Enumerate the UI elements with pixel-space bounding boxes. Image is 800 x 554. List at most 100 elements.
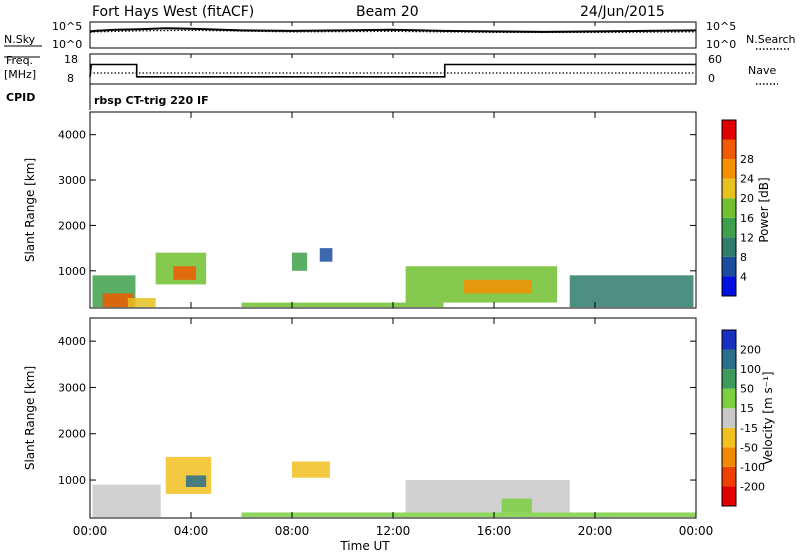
power-yticks: 1000 2000 3000 4000 bbox=[58, 129, 696, 278]
velocity-ylabel: Slant Range [km] bbox=[23, 366, 37, 470]
freq-label-line2: [MHz] bbox=[4, 68, 36, 81]
power-cbar-frame bbox=[721, 119, 737, 297]
velocity-cbar-swatch-2 bbox=[722, 447, 736, 467]
power-cbar-tick-4: 20 bbox=[740, 192, 754, 205]
power-ytick-label-3: 4000 bbox=[58, 129, 86, 142]
velocity-cbar-tick-4: -15 bbox=[740, 422, 758, 435]
power-cbar-swatch-4 bbox=[722, 198, 736, 218]
velocity-cbar-swatch-6 bbox=[722, 369, 736, 389]
power-cbar-tick-1: 8 bbox=[740, 251, 747, 264]
velocity-cbar-tick-1: 100 bbox=[740, 363, 761, 376]
velocity-cell-6 bbox=[501, 498, 532, 513]
freq-tick-bottom: 8 bbox=[67, 72, 74, 85]
power-cbar-swatch-6 bbox=[722, 159, 736, 179]
x-tick-label-4: 16:00 bbox=[477, 524, 512, 538]
velocity-cell-2 bbox=[185, 475, 207, 487]
power-cbar-tick-6: 28 bbox=[740, 153, 754, 166]
velocity-cell-4 bbox=[241, 512, 696, 518]
cpid-label: CPID bbox=[6, 91, 35, 104]
noise-series bbox=[89, 27, 697, 34]
velocity-cbar-tick-3: 15 bbox=[740, 402, 754, 415]
velocity-colorbar-label: Velocity [m s⁻¹] bbox=[761, 371, 775, 464]
power-cbar-swatch-3 bbox=[722, 217, 736, 238]
freq-series bbox=[89, 63, 696, 78]
nave-tick-bottom: 0 bbox=[708, 72, 715, 85]
power-cell-10 bbox=[569, 275, 694, 308]
time-axis-label: Time UT bbox=[339, 539, 390, 553]
power-colorbar-label: Power [dB] bbox=[757, 177, 771, 242]
velocity-cbar-tick-0: 200 bbox=[740, 344, 761, 357]
velocity-cbar-swatch-8 bbox=[722, 330, 736, 350]
velocity-ytick-label-3: 4000 bbox=[58, 335, 86, 348]
noise-left-tick-bottom: 10^0 bbox=[52, 38, 82, 51]
beam-title: Beam 20 bbox=[356, 4, 419, 20]
power-cbar-tick-3: 16 bbox=[740, 212, 754, 225]
freq-label-line1: Freq. bbox=[6, 54, 33, 67]
time-axis-ticks: 00:00 04:00 08:00 12:00 16:00 20:00 00:00 bbox=[73, 22, 714, 538]
power-cell-2 bbox=[127, 298, 156, 308]
velocity-cbar-swatch-5 bbox=[722, 388, 736, 409]
noise-right-label: N.Search bbox=[746, 33, 796, 46]
noise-left-tick-top: 10^5 bbox=[52, 20, 82, 33]
velocity-yticks: 1000 2000 3000 4000 bbox=[58, 335, 696, 487]
freq-panel-frame bbox=[89, 53, 697, 85]
velocity-cbar-tick-5: -50 bbox=[740, 441, 758, 454]
nave-label: Nave bbox=[748, 64, 776, 77]
power-cbar-swatch-0 bbox=[722, 276, 736, 296]
velocity-cell-0 bbox=[92, 484, 161, 518]
noise-line-0 bbox=[89, 27, 697, 33]
x-tick-label-5: 20:00 bbox=[578, 524, 613, 538]
power-cell-5 bbox=[292, 252, 308, 271]
velocity-cell-3 bbox=[292, 461, 330, 478]
velocity-cbar-swatch-7 bbox=[722, 349, 736, 370]
velocity-cbar-swatch-4 bbox=[722, 408, 736, 428]
noise-left-label: N.Sky bbox=[4, 33, 36, 46]
freq-line bbox=[89, 63, 696, 78]
power-cell-9 bbox=[463, 279, 532, 294]
x-tick-label-2: 08:00 bbox=[275, 524, 310, 538]
power-cbar-swatch-5 bbox=[722, 178, 736, 199]
power-ytick-label-2: 3000 bbox=[58, 174, 86, 187]
freq-tick-top: 18 bbox=[64, 53, 78, 66]
velocity-cbar-swatch-0 bbox=[722, 486, 736, 506]
x-tick-label-3: 12:00 bbox=[376, 524, 411, 538]
date-title: 24/Jun/2015 bbox=[580, 4, 665, 20]
cpid-text: rbsp CT-trig 220 IF bbox=[94, 94, 209, 107]
power-cell-4 bbox=[173, 266, 197, 280]
noise-right-tick-bottom: 10^0 bbox=[706, 38, 736, 51]
x-tick-label-6: 00:00 bbox=[679, 524, 714, 538]
velocity-colorbar: 200 100 50 15 -15 -50 -100 -200 bbox=[721, 329, 765, 507]
power-ytick-label-0: 1000 bbox=[58, 265, 86, 278]
velocity-cbar-swatch-1 bbox=[722, 466, 736, 487]
power-ytick-label-1: 2000 bbox=[58, 219, 86, 232]
station-title: Fort Hays West (fitACF) bbox=[92, 4, 254, 20]
power-colorbar: 4 8 12 16 20 24 28 bbox=[721, 119, 754, 297]
velocity-cell-5 bbox=[405, 480, 570, 513]
x-tick-label-1: 04:00 bbox=[174, 524, 209, 538]
velocity-cbar-swatch-3 bbox=[722, 427, 736, 448]
velocity-heatmap bbox=[92, 456, 696, 518]
velocity-cbar-frame bbox=[721, 329, 737, 507]
power-cbar-swatch-7 bbox=[722, 139, 736, 160]
velocity-cbar-tick-6: -100 bbox=[740, 461, 765, 474]
velocity-ytick-label-2: 3000 bbox=[58, 381, 86, 394]
power-cbar-tick-5: 24 bbox=[740, 173, 754, 186]
power-cbar-tick-2: 12 bbox=[740, 231, 754, 244]
power-cbar-swatch-8 bbox=[722, 120, 736, 140]
velocity-ytick-label-1: 2000 bbox=[58, 428, 86, 441]
velocity-cbar-tick-7: -200 bbox=[740, 480, 765, 493]
velocity-cbar-tick-2: 50 bbox=[740, 383, 754, 396]
power-cbar-swatch-2 bbox=[722, 237, 736, 257]
power-cell-1 bbox=[102, 293, 133, 308]
power-heatmap bbox=[92, 248, 694, 308]
power-cbar-swatch-1 bbox=[722, 256, 736, 277]
x-tick-label-0: 00:00 bbox=[73, 524, 108, 538]
noise-right-tick-top: 10^5 bbox=[706, 20, 736, 33]
power-cell-6 bbox=[319, 248, 333, 262]
velocity-ytick-label-0: 1000 bbox=[58, 474, 86, 487]
nave-tick-top: 60 bbox=[708, 53, 722, 66]
power-cbar-tick-0: 4 bbox=[740, 270, 747, 283]
power-cell-7 bbox=[241, 302, 444, 308]
power-ylabel: Slant Range [km] bbox=[23, 158, 37, 262]
